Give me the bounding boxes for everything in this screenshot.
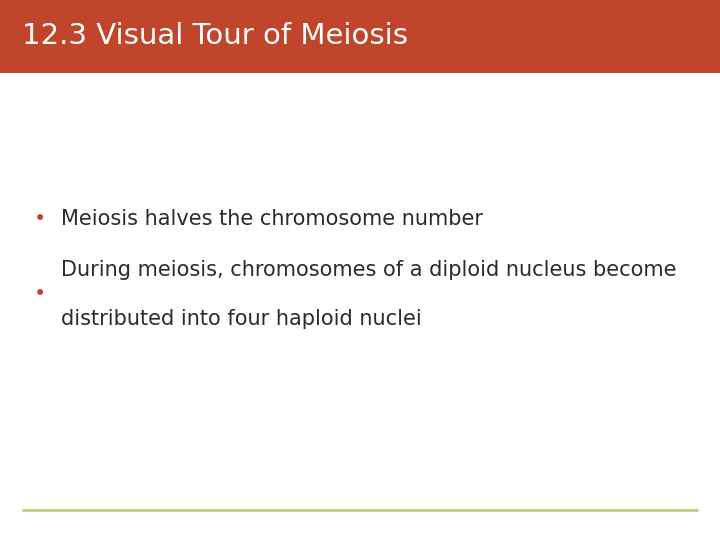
Text: Meiosis halves the chromosome number: Meiosis halves the chromosome number [61,208,483,229]
Text: •: • [33,284,46,305]
Text: During meiosis, chromosomes of a diploid nucleus become: During meiosis, chromosomes of a diploid… [61,260,677,280]
Text: 12.3 Visual Tour of Meiosis: 12.3 Visual Tour of Meiosis [22,23,408,50]
Text: •: • [33,208,46,229]
Text: distributed into four haploid nuclei: distributed into four haploid nuclei [61,308,422,329]
Bar [0,0,720,73]
